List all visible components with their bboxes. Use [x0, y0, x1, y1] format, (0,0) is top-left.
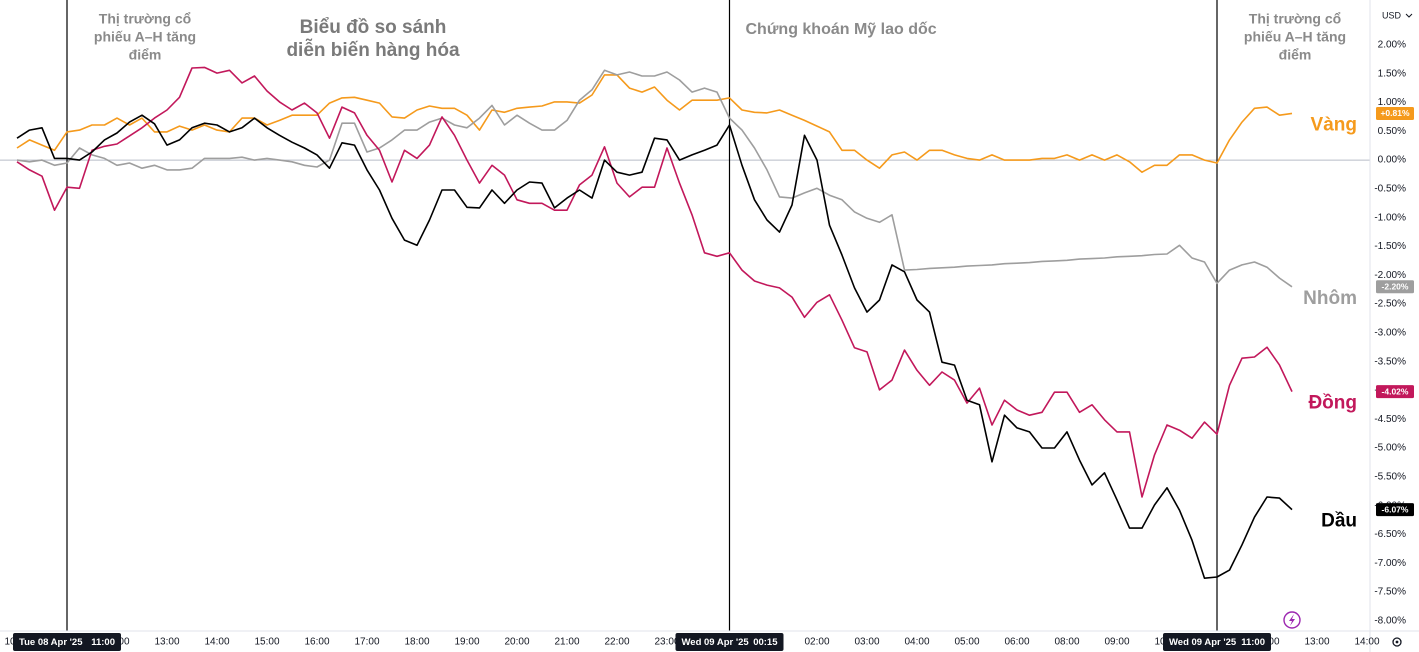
x-tick-label: 18:00	[404, 637, 429, 648]
date-box	[1163, 633, 1271, 651]
price-tag-label: -6.07%	[1382, 504, 1409, 514]
price-tag-label: +0.81%	[1380, 108, 1410, 118]
date-box-date: Wed 09 Apr '25	[682, 637, 750, 648]
icon-bolt[interactable]	[1289, 614, 1295, 626]
x-tick-label: 13:00	[154, 637, 179, 648]
x-tick-label: 14:00	[204, 637, 229, 648]
legend-label: Dầu	[1321, 511, 1357, 532]
annotation: điểm	[1279, 47, 1312, 63]
y-tick-label: -3.50%	[1374, 356, 1406, 367]
y-tick-label: -8.00%	[1374, 615, 1406, 626]
gear[interactable]	[1392, 637, 1402, 647]
y-tick-label: -4.50%	[1374, 414, 1406, 425]
series-line	[16, 66, 1293, 498]
legend-label: Vàng	[1311, 114, 1357, 135]
x-tick-label: 17:00	[354, 637, 379, 648]
currency-selector[interactable]: USD	[1382, 10, 1402, 20]
date-box-date: Wed 09 Apr '25	[1169, 637, 1237, 648]
annotation: Thị trường cổ	[1249, 11, 1341, 27]
y-tick-label: -6.50%	[1374, 529, 1406, 540]
legend-label: Nhôm	[1303, 288, 1357, 309]
y-tick-label: -1.00%	[1374, 212, 1406, 223]
chart-title: Biểu đồ so sánh	[300, 17, 447, 38]
x-tick-label: 05:00	[954, 637, 979, 648]
x-tick-label: 08:00	[1054, 637, 1079, 648]
x-tick-label: 14:00	[1354, 637, 1379, 648]
y-tick-label: -2.50%	[1374, 299, 1406, 310]
date-box-time: 00:15	[753, 637, 778, 648]
price-tag	[1376, 503, 1414, 517]
y-tick-label: -5.00%	[1374, 443, 1406, 454]
icon-circle[interactable]	[1283, 611, 1301, 629]
y-tick-label: -5.50%	[1374, 471, 1406, 482]
y-tick-label: 1.00%	[1378, 97, 1406, 108]
lightning-icon[interactable]	[1283, 611, 1301, 629]
x-tick-label: 03:00	[854, 637, 879, 648]
chart-title: diễn biến hàng hóa	[286, 39, 460, 61]
x-tick-label: 06:00	[1004, 637, 1029, 648]
y-tick-label: -7.50%	[1374, 587, 1406, 598]
price-tag-label: -4.02%	[1382, 386, 1409, 396]
date-box	[675, 633, 784, 651]
y-tick-label: 1.50%	[1378, 68, 1406, 79]
gear-center[interactable]	[1395, 640, 1399, 644]
x-tick-label: 21:00	[554, 637, 579, 648]
series-line	[16, 114, 1293, 579]
annotation: phiếu A–H tăng	[1244, 29, 1346, 45]
legend-label: Đồng	[1308, 393, 1357, 414]
x-tick-label: 23:00	[654, 637, 679, 648]
date-box-time: 11:00	[1241, 637, 1265, 648]
y-tick-label: 0.00%	[1378, 155, 1406, 166]
x-tick-label: 22:00	[604, 637, 629, 648]
y-tick-label: -3.00%	[1374, 327, 1406, 338]
annotation: điểm	[129, 47, 162, 63]
x-tick-label: 02:00	[804, 637, 829, 648]
annotation: Thị trường cổ	[99, 11, 191, 27]
price-tag	[1376, 106, 1414, 120]
x-tick-label: 19:00	[454, 637, 479, 648]
date-box-date: Tue 08 Apr '25	[19, 637, 83, 648]
x-tick-label: 04:00	[904, 637, 929, 648]
y-tick-label: 2.00%	[1378, 40, 1406, 51]
series-line	[16, 69, 1293, 288]
price-tag	[1376, 385, 1414, 399]
price-tag-label: -2.20%	[1382, 282, 1409, 292]
date-box-time: 11:00	[91, 637, 115, 648]
settings-icon[interactable]	[1392, 637, 1402, 647]
price-tag	[1376, 280, 1414, 294]
annotation: Chứng khoán Mỹ lao dốc	[746, 21, 937, 38]
y-tick-label: -1.50%	[1374, 241, 1406, 252]
x-tick-label: 15:00	[254, 637, 279, 648]
dropdown-caret[interactable]	[1405, 13, 1413, 18]
date-box	[13, 633, 121, 651]
y-tick-label: -0.50%	[1374, 184, 1406, 195]
y-tick-label: -2.00%	[1374, 270, 1406, 281]
x-tick-label: 09:00	[1104, 637, 1129, 648]
annotation: phiếu A–H tăng	[94, 29, 196, 45]
x-tick-label: 20:00	[504, 637, 529, 648]
x-tick-label: 16:00	[304, 637, 329, 648]
x-tick-label: 13:00	[1304, 637, 1329, 648]
y-tick-label: -7.00%	[1374, 558, 1406, 569]
y-tick-label: 0.50%	[1378, 126, 1406, 137]
